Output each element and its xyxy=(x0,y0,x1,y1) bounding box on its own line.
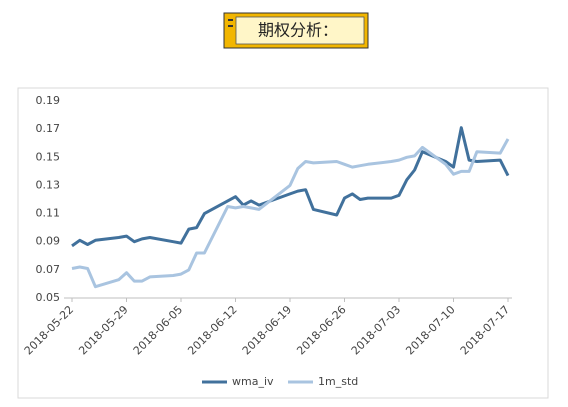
y-tick-label: 0.09 xyxy=(36,235,61,248)
legend-label: wma_iv xyxy=(232,375,274,388)
series-line xyxy=(71,138,510,289)
y-tick-label: 0.07 xyxy=(36,263,61,276)
x-tick-label: 2018-06-26 xyxy=(294,303,348,357)
y-tick-label: 0.13 xyxy=(36,178,61,191)
header-inner xyxy=(235,16,365,45)
header-title: 期权分析： xyxy=(258,21,338,40)
x-tick-label: 2018-06-12 xyxy=(185,303,239,357)
y-tick-label: 0.15 xyxy=(36,150,61,163)
x-tick-label: 2018-05-22 xyxy=(22,303,76,357)
y-tick-label: 0.11 xyxy=(36,207,61,220)
x-tick-label: 2018-06-19 xyxy=(240,303,294,357)
x-tick-label: 2018-07-10 xyxy=(403,303,457,357)
decor xyxy=(228,19,233,21)
y-tick-label: 0.05 xyxy=(36,291,61,304)
x-tick-label: 2018-06-05 xyxy=(131,303,185,357)
x-tick-label: 2018-07-03 xyxy=(349,303,403,357)
y-tick-label: 0.19 xyxy=(36,94,61,107)
chart-border xyxy=(17,87,549,399)
x-tick-label: 2018-05-29 xyxy=(76,303,130,357)
legend-label: 1m_std xyxy=(318,375,358,388)
decor xyxy=(228,25,233,27)
y-tick-label: 0.17 xyxy=(36,122,61,135)
x-tick-label: 2018-07-17 xyxy=(458,303,512,357)
